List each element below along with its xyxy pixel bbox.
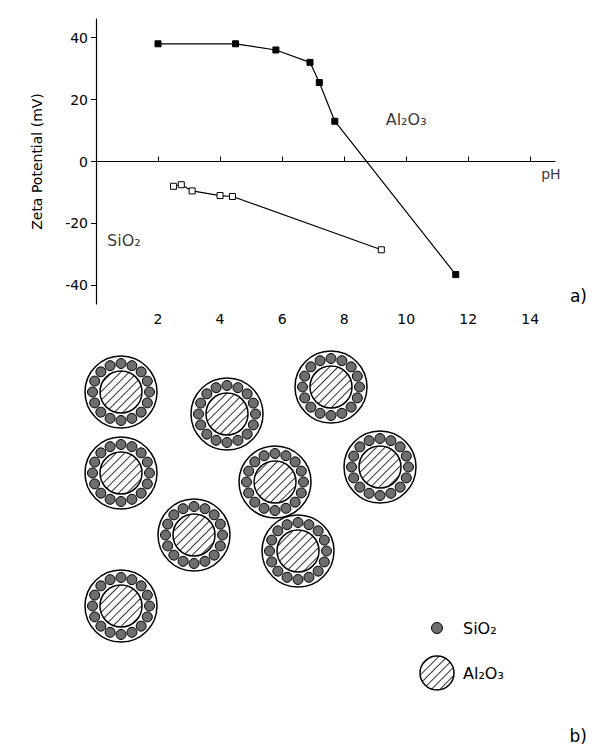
svg-text:-40: -40 <box>65 277 88 293</box>
svg-text:SiO₂: SiO₂ <box>463 619 497 638</box>
svg-text:12: 12 <box>459 311 477 327</box>
svg-text:6: 6 <box>278 311 287 327</box>
svg-text:2: 2 <box>154 311 163 327</box>
svg-text:20: 20 <box>70 92 88 108</box>
svg-text:Al₂O₃: Al₂O₃ <box>386 110 427 129</box>
svg-text:10: 10 <box>397 311 415 327</box>
svg-text:40: 40 <box>70 30 88 46</box>
svg-text:14: 14 <box>521 311 539 327</box>
svg-text:4: 4 <box>216 311 225 327</box>
html-text:a): a) <box>569 286 587 306</box>
svg-text:pH: pH <box>541 166 560 182</box>
svg-text:b): b) <box>570 726 587 746</box>
svg-text:Zeta Potential (mV): Zeta Potential (mV) <box>29 93 45 230</box>
svg-text:0: 0 <box>79 154 88 170</box>
svg-text:Al₂O₃: Al₂O₃ <box>463 664 504 683</box>
svg-text:SiO₂: SiO₂ <box>107 231 141 250</box>
svg-text:8: 8 <box>340 311 349 327</box>
svg-text:-20: -20 <box>65 215 88 231</box>
